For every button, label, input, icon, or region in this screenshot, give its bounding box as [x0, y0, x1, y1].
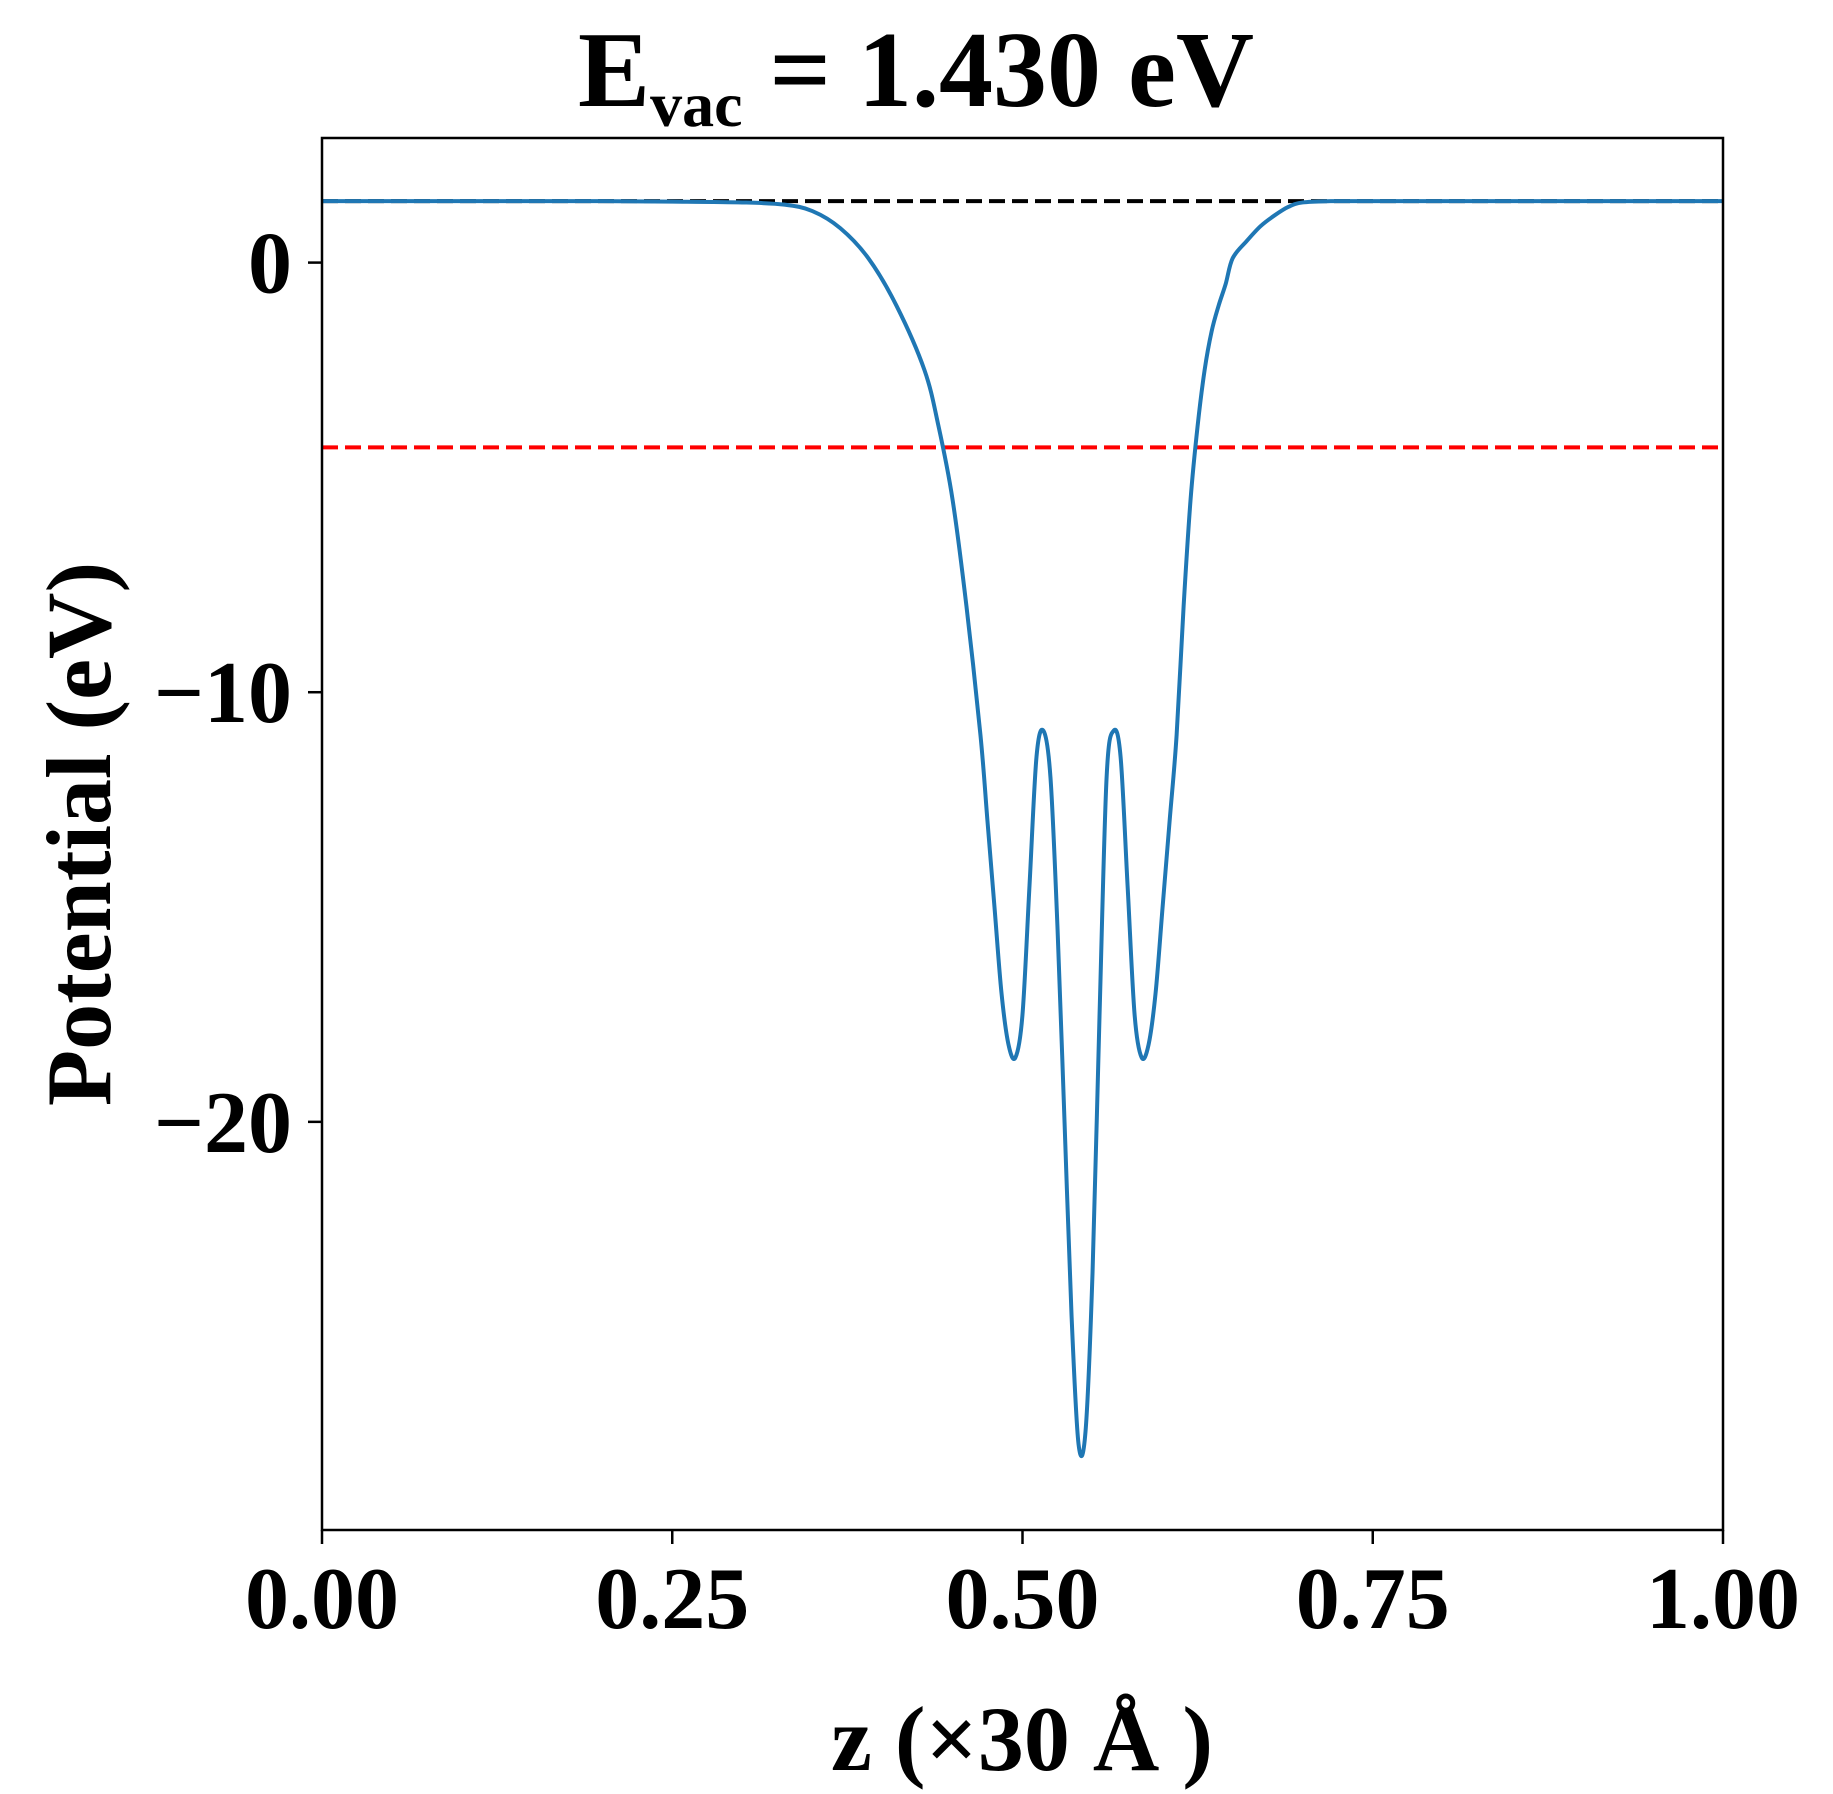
series-line-0 [321, 199, 1723, 1459]
y-axis-label: Potential (eV) [28, 562, 130, 1106]
x-tick-label: 0.75 [1296, 1551, 1450, 1648]
plot-frame [320, 136, 1725, 1532]
title-rest: = 1.430 eV [742, 11, 1253, 130]
x-tick-label: 1.00 [1646, 1551, 1800, 1648]
title-subscript: vac [650, 69, 742, 140]
x-axis: 0.00 0.25 0.50 0.75 1.00 [245, 1530, 1800, 1648]
x-tick-label: 0.25 [595, 1551, 749, 1648]
y-tick-label: −10 [154, 645, 292, 742]
y-axis: 0 −10 −20 [154, 216, 322, 1172]
x-axis-label: z (×30 Å ) [831, 1688, 1213, 1790]
x-tick-label: 0.00 [245, 1551, 399, 1648]
plot-area [321, 199, 1723, 1459]
chart-title: Evac = 1.430 eV [578, 11, 1254, 140]
title-main: E [578, 11, 650, 130]
x-tick-label: 0.50 [946, 1551, 1100, 1648]
y-tick-label: 0 [248, 216, 292, 313]
y-tick-label: −20 [154, 1075, 292, 1172]
